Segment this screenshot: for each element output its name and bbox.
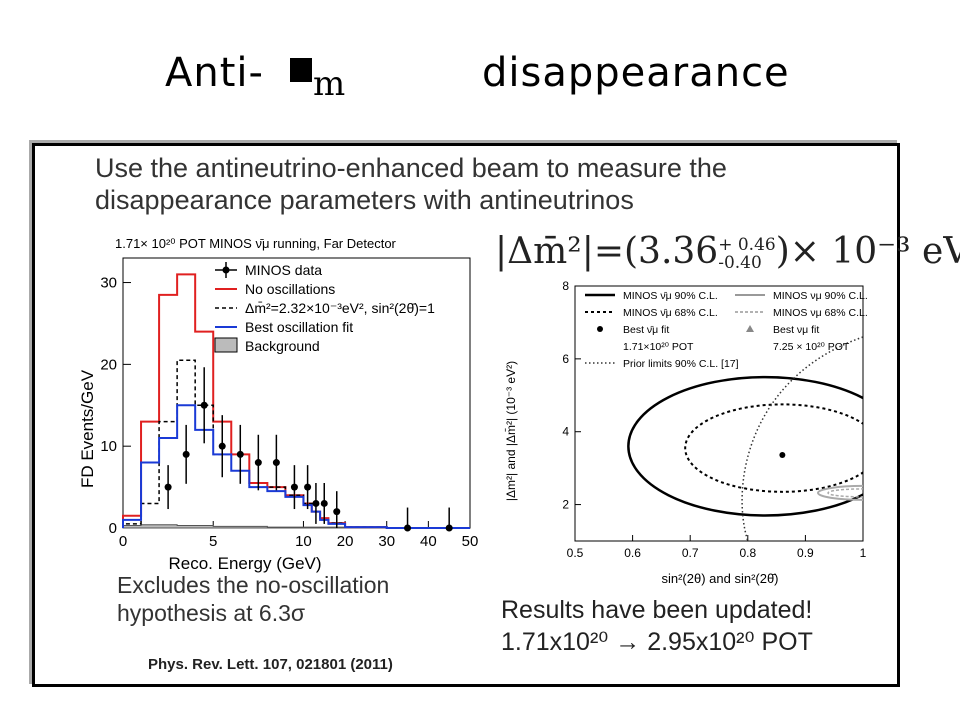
data-point [236, 450, 244, 458]
legend-label: MINOS νμ 68% C.L. [773, 307, 868, 319]
data-point [164, 483, 172, 491]
legend-label: 7.25 × 10²⁰ POT [773, 341, 850, 353]
formula-lhs: |Δm̄²|=(3.36 [495, 231, 719, 272]
dm2-formula: |Δm̄²|=(3.36+ 0.46-0.40)× 10⁻³ eV² [495, 231, 960, 272]
x-tick-label: 0.9 [797, 546, 814, 560]
data-point [182, 450, 190, 458]
contour-svg: 0.5 0.6 0.7 0.8 0.9 1 2 4 6 8 MINOS ν̄μ 90% C.L. M… [504, 281, 868, 586]
content-panel: Use the antineutrino-enhanced beam to me… [32, 143, 960, 687]
legend-label: Prior limits 90% C.L. [17] [623, 358, 739, 370]
series-reference-oscillation [122, 359, 470, 529]
y-tick-label: 20 [100, 356, 117, 373]
results-line-2: 1.71x10²⁰ → 2.95x10²⁰ POT [501, 628, 813, 656]
data-point [304, 483, 312, 491]
data-point [445, 524, 453, 532]
exclusion-text: Excludes the no-oscillation hypothesis a… [117, 571, 389, 627]
legend-label: Background [245, 338, 320, 354]
title-prefix: Anti- [165, 50, 264, 96]
x-tick-label: 0.5 [567, 546, 584, 560]
mu-subscript: m [313, 64, 346, 104]
x-tick-label: 30 [378, 533, 395, 550]
data-point [290, 483, 298, 491]
results-note: Results have been updated! 1.71x10²⁰ → 2… [501, 594, 813, 658]
y-tick-label: 2 [562, 498, 569, 512]
series-best-fit [122, 404, 470, 529]
x-tick-label: 10 [295, 533, 312, 550]
legend-label: 1.71×10²⁰ POT [623, 341, 694, 353]
x-tick-label: 50 [462, 533, 479, 550]
legend-swatch [597, 326, 603, 332]
results-line-1: Results have been updated! [501, 596, 813, 624]
x-tick-label: 20 [337, 533, 354, 550]
contour-nubar-90 [627, 375, 863, 517]
contour-prior-limits [741, 336, 863, 541]
contour-ylabel: |Δm²| and |Δm̄²| (10⁻³ eV²) [504, 361, 518, 501]
legend-label: Best ν̄μ fit [623, 324, 669, 336]
formula-sup: + 0.46 [718, 235, 776, 255]
data-point [320, 499, 328, 507]
intro-line-1: Use the antineutrino-enhanced beam to me… [95, 153, 727, 183]
legend-label: Δm̄²=2.32×10⁻³eV², sin²(2θ̄)=1 [245, 300, 435, 316]
exclusion-line-2: hypothesis at 6.3σ [117, 600, 306, 626]
contour-frame [574, 285, 864, 542]
contour-figure: |Δm̄²|=(3.36+ 0.46-0.40)× 10⁻³ eV² 0.50.… [485, 231, 960, 591]
data-point [200, 401, 208, 409]
formula-errors: + 0.46 -0.40 [718, 236, 776, 272]
intro-line-2: disappearance parameters with antineutri… [95, 185, 634, 215]
x-tick-label: 0 [119, 533, 127, 550]
x-tick-label: 40 [420, 533, 437, 550]
contour-xlabel: sin²(2θ) and sin²(2θ̄) [661, 571, 778, 586]
histogram-xlabel: Reco. Energy (GeV) [168, 554, 321, 573]
y-tick-label: 30 [100, 275, 117, 292]
legend-label: No oscillations [245, 281, 335, 297]
y-tick-label: 6 [562, 352, 569, 366]
nu-symbol-glyph [290, 58, 312, 82]
y-tick-label: 4 [562, 425, 569, 439]
histogram-figure: 1.71× 10²⁰ POT MINOS ν̄μ running, Far De… [75, 234, 495, 574]
formula-rhs: )× 10⁻³ eV² [775, 231, 960, 272]
x-tick-label: 1 [860, 546, 867, 560]
contour-clip-group [627, 336, 863, 541]
legend-label: MINOS ν̄μ 90% C.L. [623, 290, 718, 302]
histogram-svg: 1.71× 10²⁰ POT MINOS ν̄μ running, Far De… [78, 236, 479, 573]
legend-swatch [746, 325, 754, 332]
histogram-heading: 1.71× 10²⁰ POT MINOS ν̄μ running, Far De… [115, 236, 397, 251]
histogram-ylabel: FD Events/GeV [78, 369, 97, 488]
y-tick-label: 10 [100, 438, 117, 455]
y-tick-label: 8 [562, 281, 569, 293]
legend-label: MINOS data [245, 262, 322, 278]
intro-text: Use the antineutrino-enhanced beam to me… [95, 152, 727, 216]
x-tick-label: 0.7 [682, 546, 699, 560]
formula-sub: -0.40 [718, 253, 762, 273]
exclusion-line-1: Excludes the no-oscillation [117, 572, 390, 598]
title-word: disappearance [482, 50, 790, 96]
data-point [333, 508, 341, 516]
x-tick-label: 5 [209, 533, 217, 550]
contour-nu-68 [827, 488, 863, 498]
legend-swatch [214, 337, 238, 353]
data-point [254, 459, 262, 467]
citation: Phys. Rev. Lett. 107, 021801 (2011) [148, 656, 393, 673]
legend-label: MINOS ν̄μ 68% C.L. [623, 307, 718, 319]
y-tick-label: 0 [109, 520, 117, 537]
data-point [404, 524, 412, 532]
contour-nu-90 [817, 484, 863, 501]
slide-title: Anti- m disappearance [0, 50, 960, 110]
contour-nubar-68 [684, 403, 863, 493]
x-tick-label: 0.6 [624, 546, 641, 560]
data-point [312, 499, 320, 507]
legend-label: MINOS νμ 90% C.L. [773, 290, 868, 302]
data-point [272, 459, 280, 467]
x-tick-label: 0.8 [739, 546, 756, 560]
legend-label: Best νμ fit [773, 324, 819, 336]
legend-label: Best oscillation fit [245, 319, 353, 335]
best-fit-nubar-point [779, 452, 786, 459]
data-point [218, 442, 226, 450]
